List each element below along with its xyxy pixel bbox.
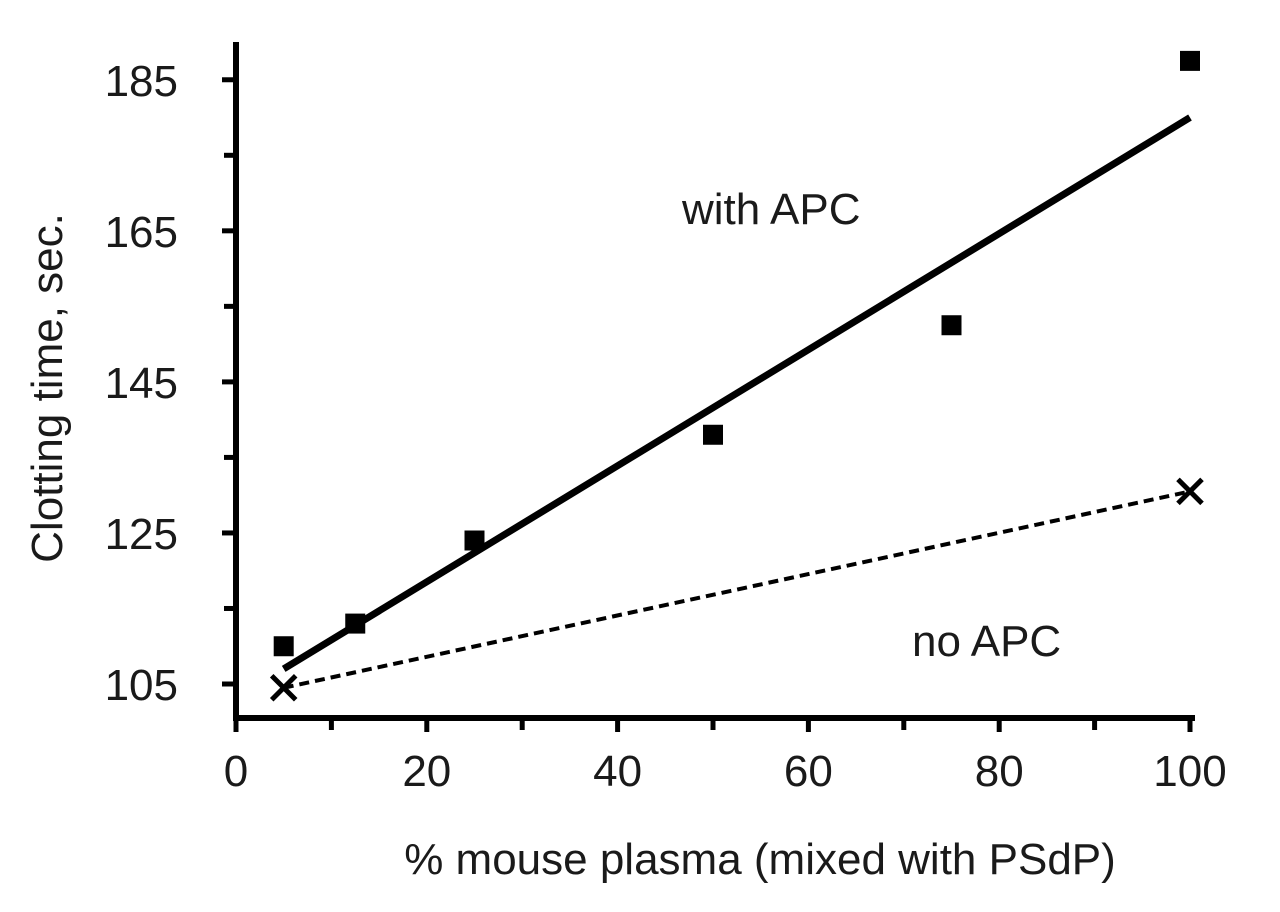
with-apc-point	[941, 315, 962, 336]
with-apc-point	[703, 424, 723, 445]
no-apc-point	[269, 674, 298, 702]
with-apc-point	[1180, 50, 1200, 71]
x-marker-stroke	[269, 674, 298, 702]
series-layer	[269, 50, 1204, 702]
y-tick-label: 125	[105, 510, 178, 559]
x-marker-stroke	[1176, 477, 1204, 506]
y-ticks: 105 125 145 165 185	[105, 57, 236, 710]
with-apc-point	[464, 530, 485, 551]
x-tick-label: 80	[975, 747, 1024, 796]
annotation-with-apc: with APC	[681, 185, 861, 234]
no-apc-point	[1176, 477, 1204, 506]
y-tick-label: 185	[105, 57, 178, 106]
x-axis-title: % mouse plasma (mixed with PSdP)	[404, 835, 1116, 884]
x-tick-label: 60	[784, 747, 833, 796]
x-tick-label: 40	[593, 747, 642, 796]
annotation-no-apc: no APC	[912, 617, 1061, 666]
y-tick-label: 165	[105, 208, 178, 257]
with-apc-point	[273, 636, 294, 657]
x-tick-label: 100	[1153, 747, 1226, 796]
with-apc-fit-line	[281, 114, 1192, 672]
y-tick-label: 105	[105, 661, 178, 710]
with-apc-point	[345, 613, 366, 634]
y-axis-title: Clotting time, sec.	[23, 213, 72, 563]
x-ticks: 0 20 40 60 80 100	[224, 718, 1227, 796]
no-apc-fit-line	[283, 489, 1191, 690]
x-tick-label: 20	[402, 747, 451, 796]
y-tick-label: 145	[105, 359, 178, 408]
x-tick-label: 0	[224, 747, 248, 796]
